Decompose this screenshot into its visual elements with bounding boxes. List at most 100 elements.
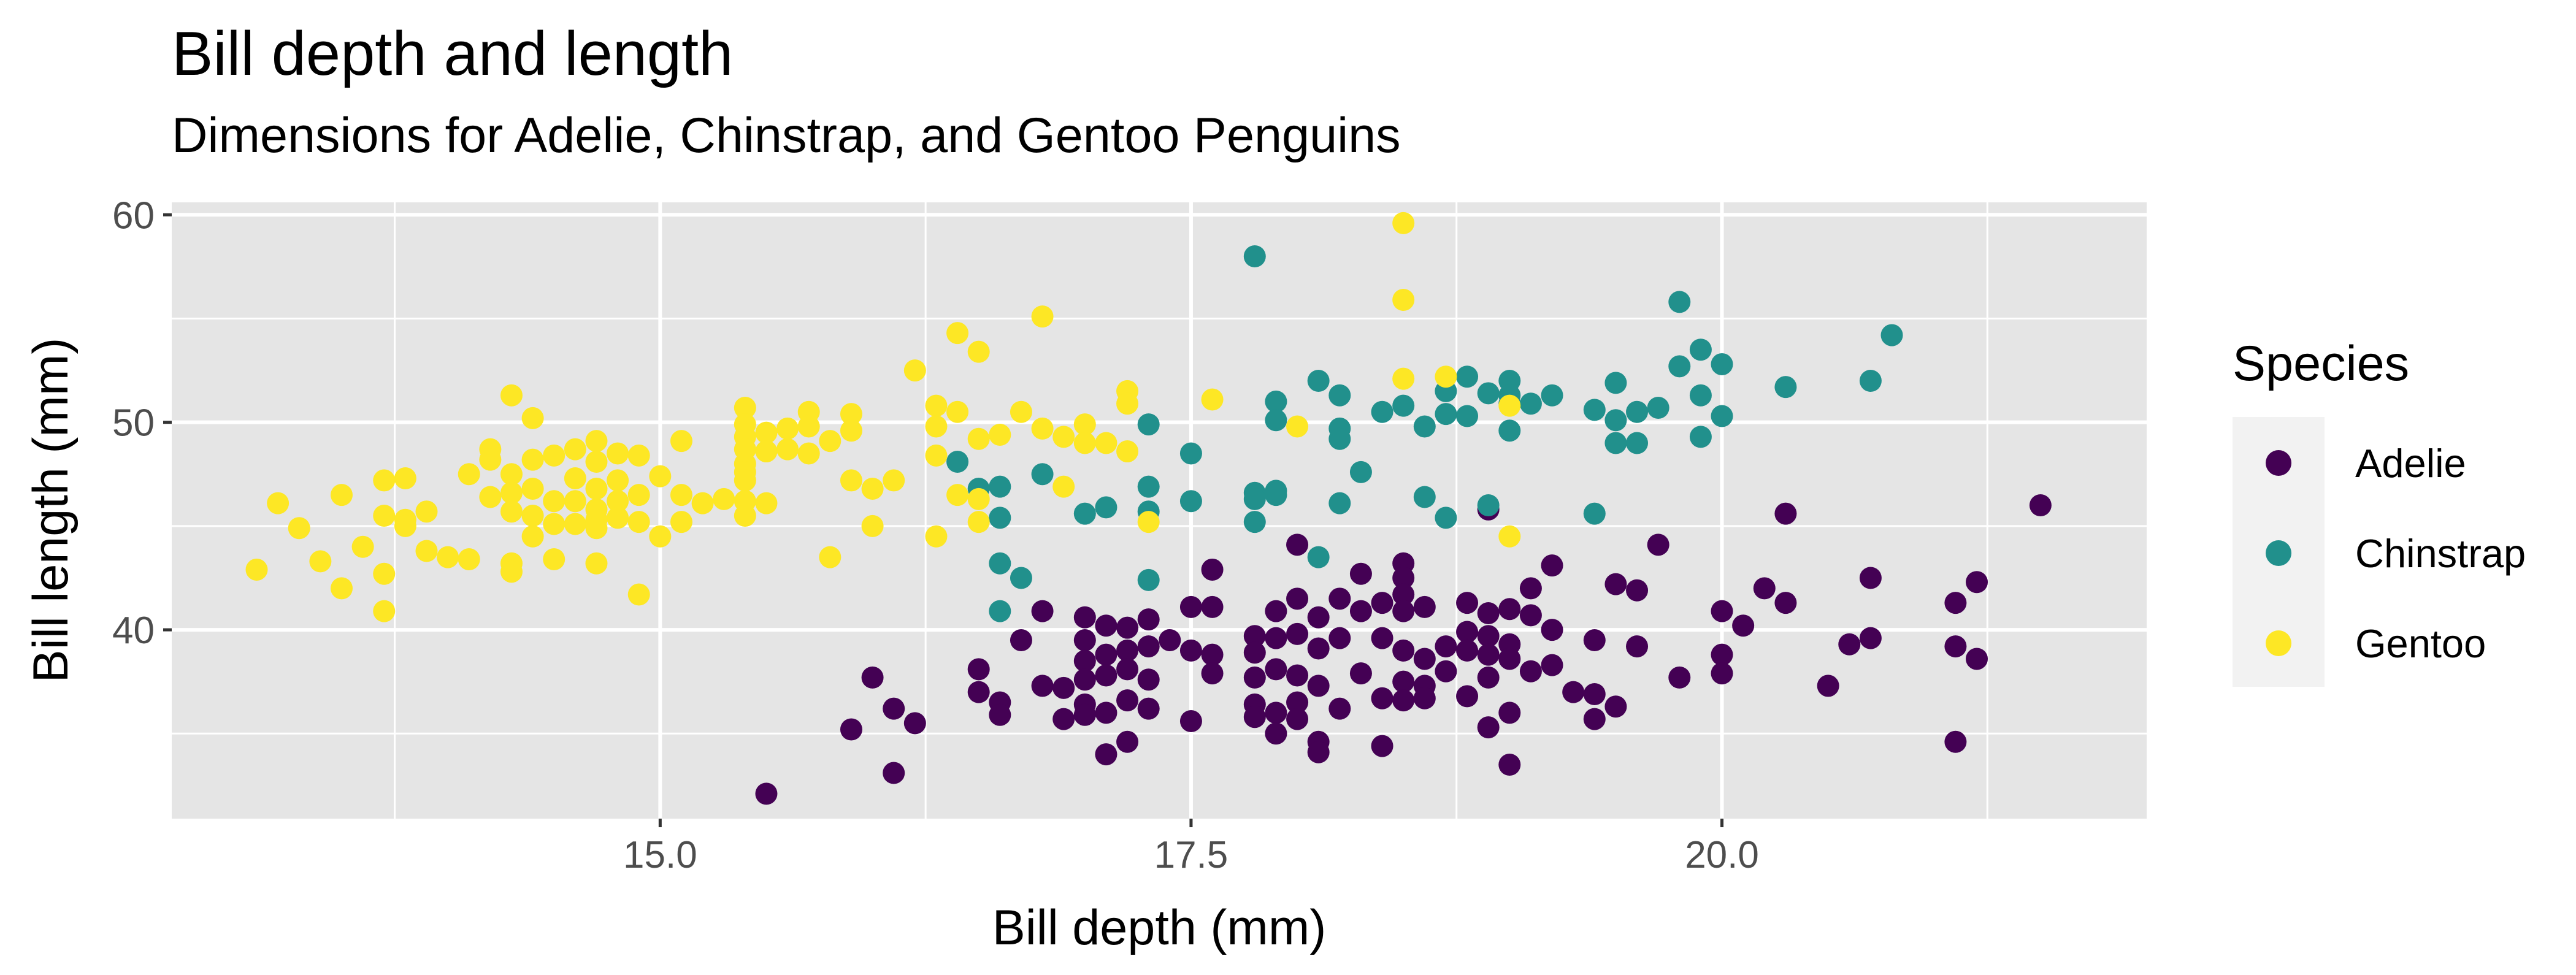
data-point-adelie <box>1031 600 1054 622</box>
data-point-gentoo <box>500 500 523 523</box>
data-point-chinstrap <box>1137 568 1160 591</box>
data-point-adelie <box>1456 621 1479 643</box>
data-point-gentoo <box>861 477 884 500</box>
data-point-adelie <box>1286 622 1309 645</box>
data-point-gentoo <box>1392 289 1415 312</box>
data-point-gentoo <box>1392 367 1415 390</box>
data-points <box>245 212 2052 805</box>
data-point-gentoo <box>1498 394 1521 417</box>
x-axis-title: Bill depth (mm) <box>992 900 1327 955</box>
data-point-gentoo <box>564 467 586 490</box>
data-point-adelie <box>1371 592 1393 614</box>
data-point-adelie <box>1116 689 1139 712</box>
data-point-adelie <box>1583 708 1606 730</box>
data-point-adelie <box>1817 675 1839 697</box>
data-point-gentoo <box>607 469 629 492</box>
data-point-adelie <box>755 782 778 805</box>
data-point-chinstrap <box>1626 400 1649 423</box>
data-point-adelie <box>1456 639 1479 662</box>
data-point-chinstrap <box>1392 394 1415 417</box>
data-point-chinstrap <box>1859 370 1882 392</box>
data-point-adelie <box>1116 658 1139 681</box>
data-point-adelie <box>1477 643 1500 666</box>
legend-key-adelie <box>2266 450 2291 476</box>
data-point-gentoo <box>521 477 544 500</box>
data-point-adelie <box>1498 754 1521 776</box>
data-point-gentoo <box>479 486 502 508</box>
data-point-chinstrap <box>1031 463 1054 486</box>
data-point-gentoo <box>415 500 438 523</box>
data-point-chinstrap <box>1010 567 1032 589</box>
data-point-gentoo <box>543 548 565 571</box>
data-point-gentoo <box>925 394 948 417</box>
data-point-adelie <box>1095 664 1117 687</box>
data-point-gentoo <box>734 504 756 527</box>
data-point-gentoo <box>267 492 289 514</box>
data-point-gentoo <box>585 477 608 500</box>
data-point-chinstrap <box>989 552 1011 575</box>
data-point-gentoo <box>607 507 629 529</box>
data-point-adelie <box>1541 554 1563 577</box>
data-point-chinstrap <box>1647 397 1669 419</box>
data-point-gentoo <box>521 504 544 527</box>
data-point-adelie <box>1413 648 1436 670</box>
data-point-adelie <box>883 762 905 784</box>
data-point-adelie <box>1753 577 1776 600</box>
data-point-adelie <box>1541 654 1563 676</box>
data-point-chinstrap <box>1073 502 1096 525</box>
data-point-adelie <box>1944 730 1967 753</box>
data-point-gentoo <box>925 415 948 438</box>
data-point-gentoo <box>458 548 480 571</box>
data-point-adelie <box>1413 595 1436 618</box>
data-point-gentoo <box>776 438 799 461</box>
y-axis-title: Bill length (mm) <box>23 338 79 683</box>
data-point-gentoo <box>989 423 1011 446</box>
data-point-gentoo <box>394 467 416 490</box>
data-point-chinstrap <box>1435 403 1457 426</box>
data-point-chinstrap <box>1243 245 1266 267</box>
data-point-adelie <box>1328 697 1351 720</box>
data-point-chinstrap <box>1583 502 1606 525</box>
data-point-adelie <box>1265 722 1287 745</box>
data-point-chinstrap <box>1880 324 1903 346</box>
data-point-chinstrap <box>1689 338 1712 361</box>
chart-title: Bill depth and length <box>172 20 734 88</box>
data-point-gentoo <box>1116 440 1139 463</box>
data-point-chinstrap <box>1371 400 1393 423</box>
data-point-adelie <box>1116 730 1139 753</box>
data-point-chinstrap <box>1307 370 1330 392</box>
data-point-adelie <box>1031 675 1054 697</box>
data-point-adelie <box>1413 687 1436 709</box>
data-point-adelie <box>1052 676 1075 699</box>
data-point-adelie <box>1668 666 1691 689</box>
data-point-adelie <box>1477 602 1500 624</box>
data-point-gentoo <box>627 444 650 467</box>
legend-label-adelie: Adelie <box>2355 441 2466 486</box>
data-point-adelie <box>1116 639 1139 662</box>
data-point-adelie <box>1052 708 1075 730</box>
data-point-gentoo <box>607 442 629 465</box>
data-point-gentoo <box>1392 212 1415 234</box>
x-axis-ticks: 15.0 17.5 20.0 <box>623 819 1759 876</box>
data-point-gentoo <box>500 384 523 407</box>
data-point-chinstrap <box>1413 415 1436 438</box>
legend-label-gentoo: Gentoo <box>2355 621 2486 666</box>
data-point-adelie <box>1349 600 1372 622</box>
data-point-chinstrap <box>1179 442 1202 465</box>
data-point-gentoo <box>819 546 841 568</box>
data-point-gentoo <box>607 490 629 513</box>
data-point-adelie <box>1456 592 1479 614</box>
data-point-adelie <box>1435 635 1457 658</box>
x-tick-label: 15.0 <box>623 834 697 876</box>
data-point-chinstrap <box>1328 492 1351 514</box>
data-point-gentoo <box>415 540 438 562</box>
legend: Adelie Chinstrap Gentoo <box>2266 441 2526 666</box>
data-point-chinstrap <box>1604 372 1627 394</box>
data-point-gentoo <box>670 430 692 453</box>
y-tick-label: 50 <box>112 402 155 445</box>
data-point-gentoo <box>967 340 990 363</box>
data-point-chinstrap <box>1711 353 1733 375</box>
data-point-adelie <box>1307 741 1330 763</box>
data-point-adelie <box>1073 703 1096 726</box>
